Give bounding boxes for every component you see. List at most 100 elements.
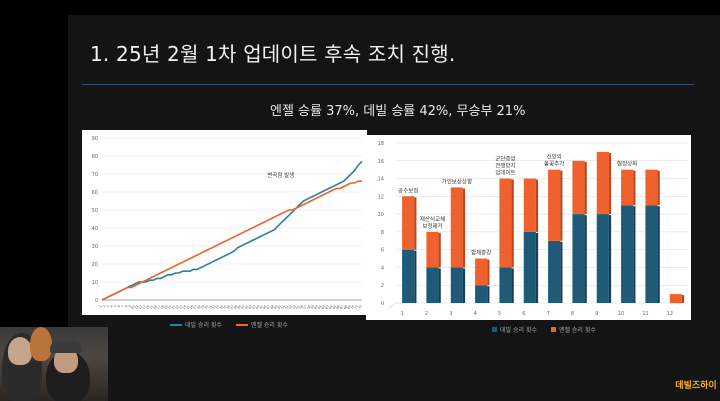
bar-segment-side: [438, 268, 441, 303]
bar-annotation: 협정상화: [617, 160, 637, 168]
x-tick-label: 13: [141, 305, 146, 311]
x-tick-label: 45: [258, 305, 263, 311]
bar-segment-side: [414, 250, 417, 303]
bar-segment-side: [633, 170, 636, 206]
legend-swatch: [550, 327, 556, 332]
x-tick-label: 21: [171, 305, 176, 311]
x-tick-label: 52: [284, 305, 289, 311]
legend-label: 엔젤 승리 횟수: [250, 322, 288, 329]
bar-annotation: 가인보상상향: [442, 177, 472, 185]
x-tick-label: 46: [262, 305, 267, 311]
x-tick-label: 72: [357, 305, 362, 311]
x-tick-label: 60: [313, 305, 318, 311]
line-series-devil: [101, 160, 363, 301]
bar-annotation: 신앙의: [547, 153, 562, 161]
x-tick-label: 32: [211, 305, 216, 311]
bar-segment-angel: [621, 169, 634, 206]
x-tick-label: 43: [251, 305, 256, 311]
x-tick-label: 3: [449, 311, 452, 317]
bar-segment-side: [584, 161, 587, 215]
x-tick-label: 4: [109, 305, 113, 309]
x-tick-label: 68: [343, 305, 348, 311]
x-tick-label: 67: [339, 305, 344, 311]
bar-segment-side: [608, 215, 612, 303]
y-tick-label: 70: [92, 172, 98, 178]
x-tick-label: 35: [222, 305, 227, 311]
x-tick-label: 71: [354, 305, 359, 311]
x-tick-label: 12: [138, 305, 143, 311]
x-tick-label: 34: [218, 305, 223, 311]
bar-segment-side: [608, 152, 612, 215]
bar-annotation: 합체증강: [471, 249, 491, 257]
bar-annotation: 재산식교체: [420, 215, 445, 223]
y-tick-label: 90: [92, 136, 98, 142]
axis-floor-edge: [387, 302, 397, 310]
legend-item: 엔젤 승리 횟수: [235, 320, 288, 329]
bar-segment-devil: [596, 214, 609, 303]
legend-item: 엔젤 승리 횟수: [550, 325, 596, 334]
y-tick-label: 0: [381, 301, 384, 307]
x-tick-label: 7: [120, 305, 124, 309]
bar-segment-devil: [621, 205, 634, 303]
x-tick-label: 4: [474, 311, 477, 317]
bar-segment-angel: [645, 169, 658, 206]
bar-segment-side: [511, 268, 514, 303]
title-divider: [82, 84, 694, 85]
x-tick-label: 17: [156, 305, 161, 311]
x-tick-label: 25: [185, 305, 190, 311]
y-tick-label: 10: [92, 280, 98, 286]
x-tick-label: 26: [189, 305, 194, 311]
x-tick-label: 24: [182, 305, 187, 311]
x-tick-label: 39: [237, 305, 242, 311]
y-tick-label: 18: [378, 141, 384, 147]
y-tick-label: 14: [378, 177, 384, 183]
streamer-right-cap: [50, 341, 82, 353]
bar-segment-devil: [402, 249, 415, 303]
bar-annotation: 군단증업: [495, 155, 515, 163]
y-tick-label: 50: [92, 208, 98, 214]
bar-segment-angel: [669, 294, 682, 303]
y-tick-label: 80: [92, 154, 98, 160]
bar-segment-side: [511, 179, 514, 268]
x-tick-label: 36: [226, 305, 231, 311]
bar-annotation: 업데이트: [495, 169, 515, 177]
x-tick-label: 15: [149, 305, 154, 311]
x-tick-label: 6: [522, 311, 525, 317]
bar-segment-devil: [523, 231, 536, 303]
bar-segment-angel: [450, 187, 463, 268]
x-tick-label: 1: [98, 305, 102, 309]
x-tick-label: 69: [346, 305, 351, 311]
bar-segment-angel: [548, 169, 561, 241]
streamer-webcam: [0, 327, 108, 401]
line-series-angel: [101, 180, 362, 301]
bar-segment-side: [535, 232, 539, 303]
y-tick-label: 60: [92, 190, 98, 196]
y-tick-label: 10: [378, 212, 384, 218]
x-tick-label: 8: [124, 305, 128, 309]
bar-segment-side: [681, 295, 685, 303]
x-tick-label: 40: [240, 305, 245, 311]
x-tick-label: 57: [302, 305, 307, 311]
bar-annotation: 보정제거: [422, 222, 442, 230]
y-tick-label: 40: [92, 226, 98, 232]
line-chart-legend: 데빌 승리 횟수 엔젤 승리 횟수: [170, 320, 288, 329]
bar-segment-angel: [402, 196, 415, 250]
bar-annotation: 전쟁방지: [495, 162, 515, 170]
bar-segment-angel: [475, 258, 488, 286]
legend-swatch: [170, 323, 182, 326]
x-tick-label: 44: [255, 305, 260, 311]
bar-segment-devil: [572, 214, 585, 303]
bar-segment-side: [657, 206, 660, 303]
bar-segment-side: [560, 241, 563, 303]
x-tick-label: 51: [280, 305, 285, 311]
x-tick-label: 41: [244, 305, 249, 311]
y-tick-label: 2: [381, 283, 384, 289]
bar-segment-devil: [499, 267, 512, 303]
x-tick-label: 53: [288, 305, 293, 311]
bar-segment-side: [438, 232, 441, 268]
y-tick-label: 8: [381, 230, 384, 236]
x-tick-label: 18: [160, 305, 165, 311]
bar-segment-side: [584, 215, 587, 303]
